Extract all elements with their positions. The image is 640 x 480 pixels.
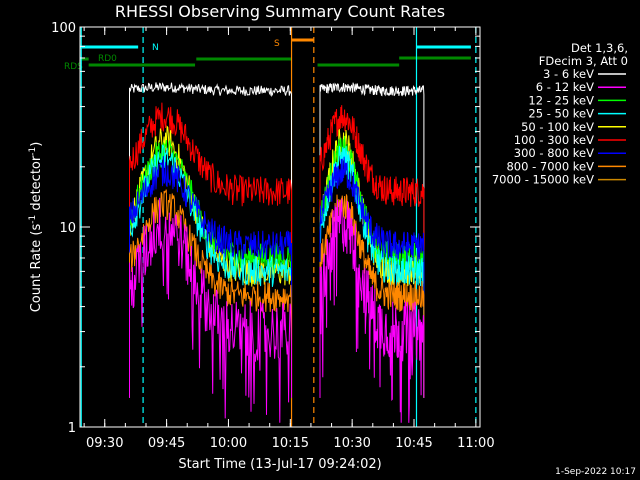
footer-date: 1-Sep-2022 10:17	[555, 467, 636, 477]
series-line	[319, 105, 425, 398]
legend-entry-label: 25 - 50 keV	[528, 107, 594, 121]
legend-entry-label: 300 - 800 keV	[514, 146, 594, 160]
x-tick-label: 09:45	[148, 436, 185, 451]
x-axis-label: Start Time (13-Jul-17 09:24:02)	[178, 457, 381, 472]
legend-entry-label: 100 - 300 keV	[514, 133, 594, 147]
y-axis-label-end: )	[29, 142, 44, 147]
chart-title: RHESSI Observing Summary Count Rates	[115, 2, 445, 21]
x-axis: 09:30 09:45 10:00 10:15 10:30 10:45 11:00	[83, 27, 495, 451]
legend-header-1: Det 1,3,6,	[571, 41, 628, 55]
flag-label: RDS	[64, 62, 83, 72]
y-axis-label-main: Count Rate (s	[29, 224, 44, 313]
y-axis-label-sup2: -1	[28, 147, 38, 156]
x-tick-label: 10:15	[272, 436, 309, 451]
legend-entry-label: 7000 - 15000 keV	[492, 173, 594, 187]
legend-entry-label: 6 - 12 keV	[536, 80, 594, 94]
series-line	[129, 102, 292, 398]
x-tick-label: 10:45	[395, 436, 432, 451]
y-tick-label: 10	[59, 221, 76, 236]
y-tick-label: 100	[51, 21, 76, 36]
series-layer	[129, 82, 425, 423]
x-tick-label: 09:30	[86, 436, 123, 451]
flag-label: N	[152, 43, 159, 53]
flag-label: RD0	[98, 54, 117, 64]
series-line	[129, 156, 292, 398]
x-tick-label: 10:00	[210, 436, 247, 451]
series-line	[129, 189, 292, 398]
series-line	[319, 82, 425, 398]
y-axis-label-mid: detector	[29, 155, 44, 215]
legend-entry-label: 800 - 7000 keV	[506, 159, 594, 173]
series-line	[319, 156, 425, 398]
legend-header-2: FDecim 3, Att 0	[539, 54, 628, 68]
y-axis-label: Count Rate (s-1 detector-1)	[28, 142, 44, 313]
flag-layer: N S RD0 RDS	[64, 38, 471, 72]
x-tick-label: 10:30	[333, 436, 370, 451]
y-tick-label: 1	[68, 421, 76, 436]
y-axis-label-sup1: -1	[28, 215, 38, 224]
legend-entry-label: 50 - 100 keV	[521, 120, 594, 134]
series-line	[129, 82, 292, 398]
series-line	[129, 197, 292, 423]
flag-label: S	[274, 39, 280, 49]
y-axis: 1 10 100	[51, 21, 480, 436]
x-tick-label: 11:00	[457, 436, 494, 451]
legend-entry-label: 12 - 25 keV	[528, 93, 594, 107]
series-line	[319, 198, 425, 423]
legend-entry-label: 3 - 6 keV	[543, 67, 594, 81]
series-line	[319, 194, 425, 398]
